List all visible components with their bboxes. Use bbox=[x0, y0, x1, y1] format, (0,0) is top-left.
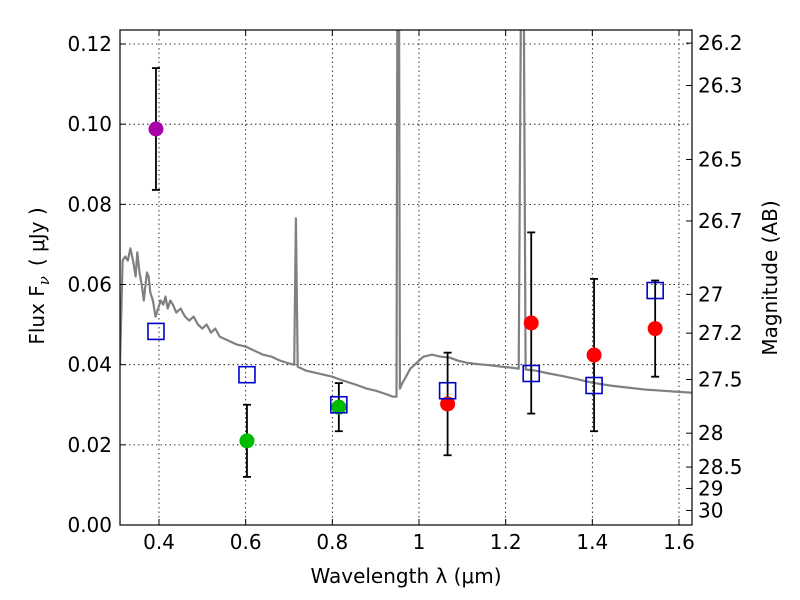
mag-tick-label: 30 bbox=[698, 498, 723, 522]
y-axis-label: Flux Fν ( μJy ) bbox=[25, 207, 53, 344]
y-tick-label: 0.02 bbox=[67, 433, 112, 457]
mag-tick-label: 26.5 bbox=[698, 147, 743, 171]
mag-tick-label: 28.5 bbox=[698, 455, 743, 479]
x-tick-label: 0.8 bbox=[316, 530, 348, 554]
x-tick-label: 1.2 bbox=[490, 530, 522, 554]
model-markers bbox=[147, 281, 664, 414]
grid-lines bbox=[120, 30, 692, 525]
y-tick-label: 0.00 bbox=[67, 513, 112, 537]
mag-tick-label: 29 bbox=[698, 476, 723, 500]
model-marker bbox=[147, 322, 165, 341]
data-point-green bbox=[239, 433, 255, 449]
data-point-red bbox=[586, 347, 602, 363]
observed-points bbox=[148, 121, 663, 449]
y-axis-label-sub: ν bbox=[35, 276, 53, 285]
data-point-green bbox=[331, 399, 347, 415]
mag-tick-label: 27.2 bbox=[698, 321, 743, 345]
x-tick-label: 1 bbox=[413, 530, 426, 554]
mag-tick-label: 28 bbox=[698, 421, 723, 445]
x-tick-label: 0.6 bbox=[230, 530, 262, 554]
x-axis-label: Wavelength λ (μm) bbox=[310, 564, 501, 588]
model-marker bbox=[646, 281, 664, 300]
y-tick-label: 0.04 bbox=[67, 353, 112, 377]
right-axis-label-text: Magnitude (AB) bbox=[758, 200, 782, 355]
y-axis-ticks: 0.00 0.02 0.04 0.06 0.08 0.10 0.12 bbox=[67, 32, 126, 537]
mag-tick-label: 27.5 bbox=[698, 367, 743, 391]
model-marker bbox=[585, 376, 603, 395]
plot-frame bbox=[119, 29, 693, 526]
model-marker bbox=[438, 381, 457, 400]
error-bars bbox=[151, 67, 660, 478]
mag-tick-label: 26.7 bbox=[698, 209, 743, 233]
x-tick-label: 1.6 bbox=[663, 530, 695, 554]
x-axis-ticks: 0.4 0.6 0.8 1 1.2 1.4 1.6 bbox=[143, 30, 695, 554]
y-tick-label: 0.06 bbox=[67, 273, 112, 297]
x-tick-label: 1.4 bbox=[576, 530, 608, 554]
svg-text:Flux Fν( μJy ): Flux Fν ( μJy ) bbox=[25, 207, 53, 344]
y-tick-label: 0.12 bbox=[67, 32, 112, 56]
model-spectrum bbox=[120, 30, 692, 398]
model-marker bbox=[330, 395, 348, 414]
model-marker bbox=[522, 364, 541, 383]
data-point-red bbox=[440, 396, 456, 412]
model-spectrum-line bbox=[120, 30, 692, 398]
y-axis-label-unit: ( μJy ) bbox=[25, 207, 49, 266]
data-point-purple bbox=[148, 121, 164, 137]
mag-tick-label: 26.2 bbox=[698, 31, 743, 55]
y-tick-label: 0.08 bbox=[67, 192, 112, 216]
mag-tick-label: 27 bbox=[698, 282, 723, 306]
data-point-red bbox=[647, 321, 663, 337]
right-axis-label: Magnitude (AB) bbox=[758, 200, 782, 355]
mag-tick-label: 26.3 bbox=[698, 74, 743, 98]
data-point-red bbox=[523, 315, 539, 331]
y-axis-label-main: Flux F bbox=[25, 285, 49, 344]
y-tick-label: 0.10 bbox=[67, 112, 112, 136]
model-marker bbox=[238, 365, 256, 384]
x-tick-label: 0.4 bbox=[143, 530, 175, 554]
